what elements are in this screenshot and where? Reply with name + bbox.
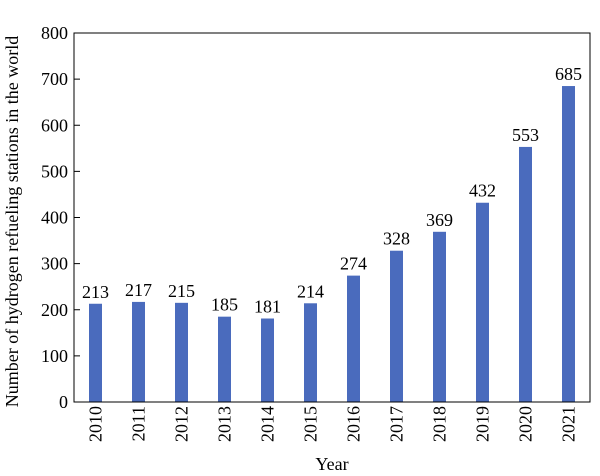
x-tick-label: 2021 — [559, 406, 579, 442]
plot-frame — [73, 32, 591, 403]
bar-2017 — [390, 250, 403, 402]
bar-2011 — [132, 301, 145, 402]
bar-2018 — [433, 231, 446, 402]
x-axis-ticks: 2010 2011 2012 2013 2014 2015 2016 2017 2018 2019… — [86, 406, 579, 442]
bars-group — [89, 86, 575, 402]
y-axis-title: Number of hydrogen refueling stations in… — [2, 36, 22, 407]
x-axis-title: Year — [315, 454, 348, 474]
bar-value-label: 432 — [469, 181, 496, 201]
bar-value-label: 181 — [254, 297, 281, 317]
y-tick-label: 700 — [41, 69, 68, 89]
y-tick-label: 500 — [41, 161, 68, 181]
bar-2012 — [175, 302, 188, 402]
bar-labels-group: 213 217 215 185 181 214 274 328 369 432 553 685 — [82, 64, 582, 316]
bar-2015 — [304, 303, 317, 402]
bar-value-label: 274 — [340, 254, 367, 274]
y-tick-label: 200 — [41, 300, 68, 320]
x-tick-label: 2019 — [473, 406, 493, 442]
x-tick-label: 2010 — [86, 406, 106, 442]
bar-value-label: 328 — [383, 229, 410, 249]
x-tick-label: 2015 — [301, 406, 321, 442]
x-tick-label: 2012 — [172, 406, 192, 442]
bar-value-label: 215 — [168, 281, 195, 301]
x-tick-label: 2020 — [516, 406, 536, 442]
bar-value-label: 553 — [512, 125, 539, 145]
y-tick-label: 600 — [41, 115, 68, 135]
bar-value-label: 217 — [125, 280, 152, 300]
bar-2010 — [89, 303, 102, 402]
bar-2013 — [218, 316, 231, 402]
bar-value-label: 213 — [82, 282, 109, 302]
y-axis-ticks: 0 100 200 300 400 500 600 700 800 — [41, 23, 80, 412]
x-tick-label: 2018 — [430, 406, 450, 442]
x-tick-label: 2016 — [344, 406, 364, 442]
x-tick-label: 2011 — [129, 406, 149, 441]
x-tick-label: 2014 — [258, 406, 278, 442]
y-tick-label: 100 — [41, 346, 68, 366]
x-tick-label: 2013 — [215, 406, 235, 442]
x-tick-label: 2017 — [387, 406, 407, 442]
y-tick-label: 400 — [41, 208, 68, 228]
bar-2020 — [519, 146, 532, 402]
bar-value-label: 185 — [211, 295, 238, 315]
bar-2016 — [347, 275, 360, 402]
bar-value-label: 214 — [297, 281, 324, 301]
bar-value-label: 685 — [555, 64, 582, 84]
bar-2019 — [476, 202, 489, 402]
y-tick-label: 800 — [41, 23, 68, 43]
bar-value-label: 369 — [426, 210, 453, 230]
y-tick-label: 300 — [41, 254, 68, 274]
bar-2014 — [261, 318, 274, 402]
y-tick-label: 0 — [59, 392, 68, 412]
bar-2021 — [562, 86, 575, 402]
